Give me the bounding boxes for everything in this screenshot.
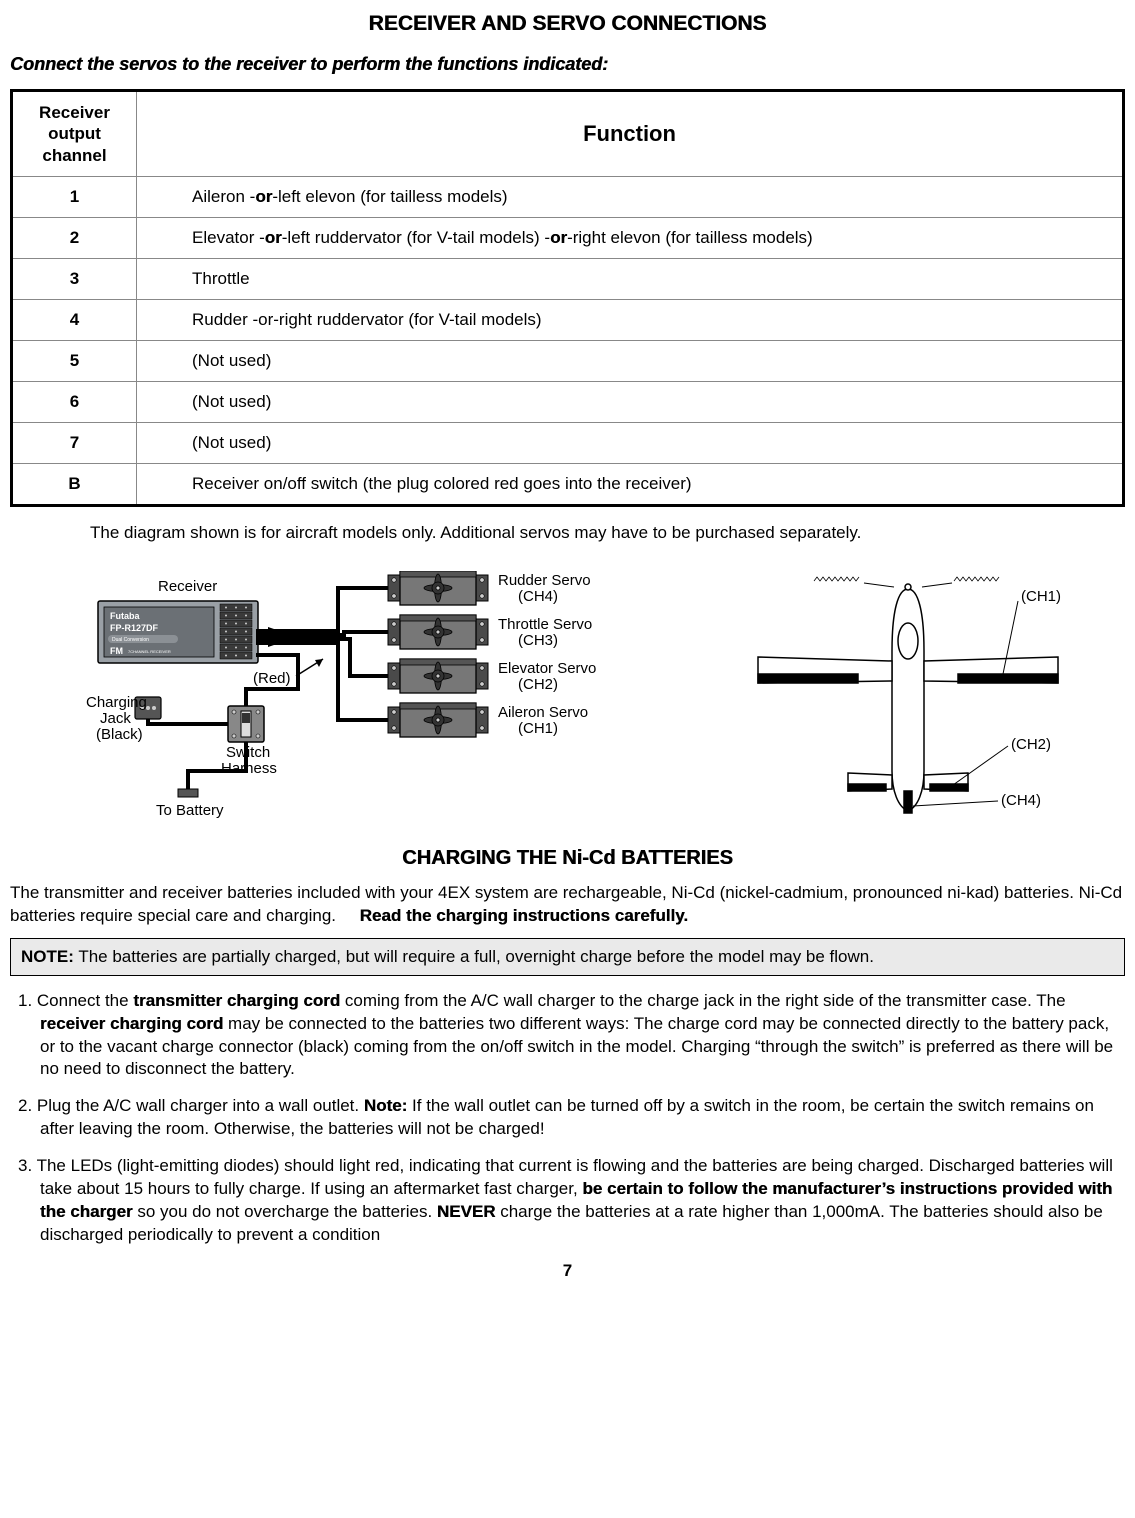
function-cell: Elevator -or-left ruddervator (for V-tai… — [137, 217, 1124, 258]
label-harness: Harness — [221, 760, 277, 777]
channel-cell: 3 — [12, 258, 137, 299]
label-jack: Jack — [100, 710, 131, 727]
svg-text:FM: FM — [110, 646, 123, 656]
function-cell: Throttle — [137, 258, 1124, 299]
table-row: 5(Not used) — [12, 340, 1124, 381]
wiring-diagram: Receiver Futaba FP-R127DF Dual Conversio… — [38, 571, 678, 831]
note-label: NOTE: — [21, 947, 74, 966]
hdr-line-1: Receiver — [39, 103, 110, 122]
label-plane-ch4: (CH4) — [1001, 792, 1041, 809]
table-row: 4Rudder -or-right ruddervator (for V-tai… — [12, 299, 1124, 340]
switch-harness-icon — [228, 706, 264, 742]
airplane-icon — [758, 577, 1058, 813]
servo-label-line2: (CH4) — [518, 588, 558, 605]
table-row: 6(Not used) — [12, 381, 1124, 422]
table-row: 2Elevator -or-left ruddervator (for V-ta… — [12, 217, 1124, 258]
table-header-channel: Receiver output channel — [12, 91, 137, 177]
note-text: The batteries are partially charged, but… — [78, 947, 874, 966]
section-title-1: RECEIVER AND SERVO CONNECTIONS — [10, 12, 1125, 36]
servo-label-line2: (CH3) — [518, 632, 558, 649]
airplane-diagram: (CH1) (CH2) (CH4) — [718, 571, 1098, 831]
after-table-note: The diagram shown is for aircraft models… — [90, 523, 1125, 543]
channel-cell: B — [12, 463, 137, 505]
servo-label-line2: (CH1) — [518, 720, 558, 737]
note-box: NOTE: The batteries are partially charge… — [10, 938, 1125, 976]
label-receiver: Receiver — [158, 578, 217, 595]
function-cell: Rudder -or-right ruddervator (for V-tail… — [137, 299, 1124, 340]
servo-icon — [388, 659, 488, 693]
svg-text:Dual Conversion: Dual Conversion — [112, 637, 149, 643]
svg-text:7CHANNEL RECEIVER: 7CHANNEL RECEIVER — [128, 649, 171, 654]
servo-label-line1: Aileron Servo — [498, 704, 588, 721]
channel-function-table: Receiver output channel Function 1Ailero… — [10, 89, 1125, 507]
svg-text:Futaba: Futaba — [110, 611, 140, 621]
label-switch: Switch — [226, 744, 270, 761]
channel-cell: 2 — [12, 217, 137, 258]
channel-cell: 5 — [12, 340, 137, 381]
label-charging: Charging — [86, 694, 147, 711]
servo-icon — [388, 571, 488, 605]
table-header-function: Function — [137, 91, 1124, 177]
channel-cell: 1 — [12, 176, 137, 217]
function-cell: Aileron -or-left elevon (for tailless mo… — [137, 176, 1124, 217]
servo-icon — [388, 615, 488, 649]
servo-label-line1: Rudder Servo — [498, 572, 591, 589]
instruction-step: 3. The LEDs (light-emitting diodes) shou… — [10, 1155, 1125, 1247]
channel-cell: 6 — [12, 381, 137, 422]
instruction-step: 1. Connect the transmitter charging cord… — [10, 990, 1125, 1082]
hdr-function: Function — [583, 121, 676, 146]
label-tobattery: To Battery — [156, 802, 224, 819]
diagram-row: Receiver Futaba FP-R127DF Dual Conversio… — [38, 571, 1125, 831]
page-number: 7 — [10, 1261, 1125, 1281]
table-row: BReceiver on/off switch (the plug colore… — [12, 463, 1124, 505]
label-black: (Black) — [96, 726, 143, 743]
servo-label-line2: (CH2) — [518, 676, 558, 693]
label-plane-ch1: (CH1) — [1021, 588, 1061, 605]
servo-label-line1: Elevator Servo — [498, 660, 596, 677]
section-title-2: CHARGING THE Ni-Cd BATTERIES — [10, 847, 1125, 870]
function-cell: Receiver on/off switch (the plug colored… — [137, 463, 1124, 505]
label-plane-ch2: (CH2) — [1011, 736, 1051, 753]
instruction-step: 2. Plug the A/C wall charger into a wall… — [10, 1095, 1125, 1141]
table-row: 3Throttle — [12, 258, 1124, 299]
table-row: 1Aileron -or-left elevon (for tailless m… — [12, 176, 1124, 217]
hdr-line-2: output — [48, 124, 101, 143]
hdr-line-3: channel — [42, 146, 106, 165]
charging-intro: The transmitter and receiver batteries i… — [10, 882, 1125, 928]
table-row: 7(Not used) — [12, 422, 1124, 463]
servo-label-line1: Throttle Servo — [498, 616, 592, 633]
servo-icon — [388, 703, 488, 737]
receiver-icon: Futaba FP-R127DF Dual Conversion FM 7CHA… — [98, 601, 258, 663]
function-cell: (Not used) — [137, 340, 1124, 381]
label-red: (Red) — [253, 670, 291, 687]
intro-bold: Read the charging instructions carefully… — [360, 906, 688, 925]
function-cell: (Not used) — [137, 422, 1124, 463]
channel-cell: 4 — [12, 299, 137, 340]
function-cell: (Not used) — [137, 381, 1124, 422]
svg-text:FP-R127DF: FP-R127DF — [110, 623, 159, 633]
subtitle: Connect the servos to the receiver to pe… — [10, 54, 1125, 75]
channel-cell: 7 — [12, 422, 137, 463]
